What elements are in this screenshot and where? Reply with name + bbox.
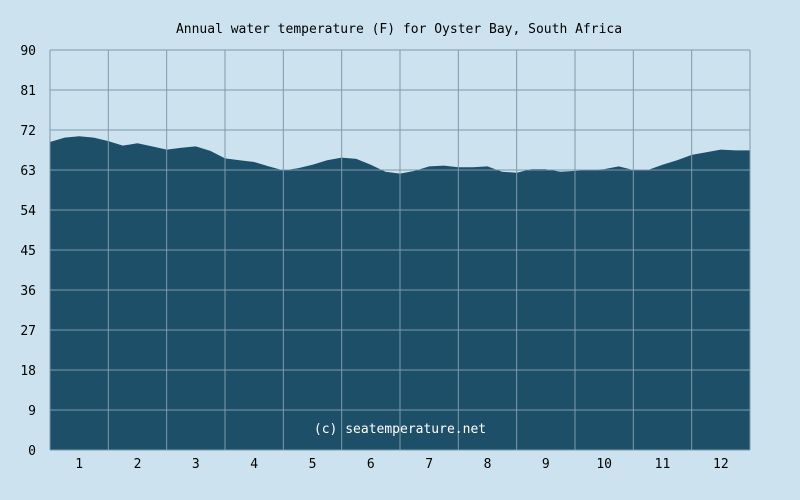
x-tick-label: 4: [250, 457, 258, 472]
x-tick-label: 12: [713, 457, 729, 472]
watermark: (c) seatemperature.net: [314, 422, 486, 437]
x-tick-label: 11: [655, 457, 671, 472]
x-tick-label: 3: [192, 457, 200, 472]
x-tick-label: 8: [484, 457, 492, 472]
x-tick-label: 2: [134, 457, 142, 472]
y-tick-label: 36: [20, 284, 36, 299]
y-tick-label: 18: [20, 364, 36, 379]
chart-title: Annual water temperature (F) for Oyster …: [176, 22, 622, 37]
x-axis: 1 2 3 4 5 6 7 8 9 10 11 12: [75, 457, 728, 472]
y-tick-label: 54: [20, 204, 36, 219]
y-tick-label: 72: [20, 124, 36, 139]
y-tick-label: 81: [20, 84, 36, 99]
y-tick-label: 63: [20, 164, 36, 179]
x-tick-label: 10: [596, 457, 612, 472]
x-tick-label: 6: [367, 457, 375, 472]
y-tick-label: 27: [20, 324, 36, 339]
x-tick-label: 1: [75, 457, 83, 472]
y-tick-label: 90: [20, 44, 36, 59]
y-axis: 0 9 18 27 36 45 54 63 72 81 90: [20, 44, 36, 459]
grid-layer: [49, 49, 751, 451]
x-tick-label: 9: [542, 457, 550, 472]
y-tick-label: 9: [28, 404, 36, 419]
x-tick-label: 7: [425, 457, 433, 472]
y-tick-label: 0: [28, 444, 36, 459]
y-tick-label: 45: [20, 244, 36, 259]
x-tick-label: 5: [309, 457, 317, 472]
